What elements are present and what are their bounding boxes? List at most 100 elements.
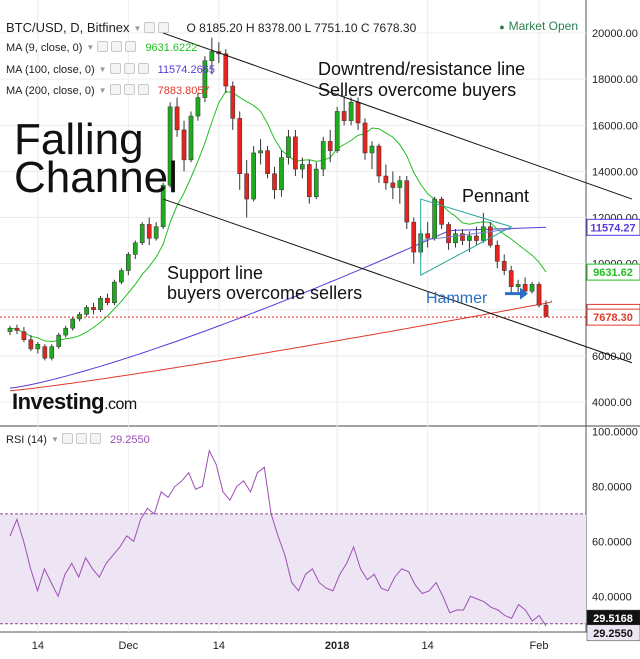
price-tick-label: 18000.00 <box>592 74 638 86</box>
ma200-value: 7883.8057 <box>157 85 210 97</box>
candle-down <box>28 339 34 350</box>
rsi-tick-label: 80.0000 <box>592 481 632 493</box>
eye-icon[interactable] <box>144 22 156 33</box>
candle-up <box>432 198 437 239</box>
candle-up <box>529 284 535 292</box>
price-label-box <box>586 263 640 281</box>
candle-down <box>174 106 180 131</box>
ma9-label: MA (9, close, 0) <box>6 42 83 54</box>
candle-down <box>362 122 368 154</box>
eye-icon[interactable] <box>109 84 121 95</box>
ma200-label: MA (200, close, 0) <box>6 85 95 97</box>
ma200-legend[interactable]: MA (200, close, 0) ▼ 7883.8057 <box>6 84 210 97</box>
candle-down <box>293 136 298 170</box>
chevron-down-icon[interactable]: ▼ <box>98 65 107 74</box>
settings-icon[interactable] <box>123 63 135 74</box>
market-status: ● Market Open <box>499 19 578 33</box>
settings-icon[interactable] <box>123 84 135 95</box>
candle-up <box>334 111 340 151</box>
candle-up <box>7 327 13 332</box>
rsi-value-box <box>586 624 640 642</box>
close-icon[interactable] <box>125 41 137 52</box>
price-label: 9631.62 <box>593 267 633 279</box>
settings-icon[interactable] <box>158 22 170 33</box>
candle-up <box>515 284 521 287</box>
rsi-tick-label: 60.0000 <box>592 536 632 548</box>
candle-up <box>286 136 291 158</box>
pennant-annotation: Pennant <box>462 186 530 206</box>
price-tick-label: 20000.00 <box>592 28 638 40</box>
candle-down <box>411 221 417 253</box>
settings-icon[interactable] <box>111 41 123 52</box>
candle-down <box>474 235 479 241</box>
ma100-legend[interactable]: MA (100, close, 0) ▼ 11574.2665 <box>6 63 215 76</box>
candle-up <box>453 233 458 244</box>
candle-up <box>369 145 375 154</box>
eye-icon[interactable] <box>61 433 73 444</box>
rsi-label: RSI (14) <box>6 434 47 446</box>
candle-down <box>439 198 444 225</box>
symbol-dropdown-icon[interactable]: ▼ <box>133 24 142 33</box>
candle-up <box>209 51 215 61</box>
candle-up <box>84 307 89 315</box>
candle-up <box>153 226 159 239</box>
candle-down <box>536 284 542 306</box>
time-tick-label: Feb <box>530 640 549 652</box>
candle-down <box>355 101 361 124</box>
candle-down <box>181 129 187 161</box>
support-annotation: Support line <box>167 263 264 283</box>
eye-icon[interactable] <box>109 63 121 74</box>
eye-icon[interactable] <box>97 41 109 52</box>
close-icon[interactable] <box>89 433 101 444</box>
chevron-down-icon[interactable]: ▼ <box>98 86 107 95</box>
rsi-band <box>0 513 586 624</box>
hammer-arrow-head <box>520 287 528 300</box>
rsi-tick-label: 40.0000 <box>592 591 632 603</box>
candle-down <box>425 233 431 239</box>
candle-up <box>49 346 55 359</box>
candle-up <box>125 254 131 271</box>
chevron-down-icon[interactable]: ▼ <box>50 435 59 444</box>
candle-down <box>390 182 396 188</box>
candle-up <box>132 242 138 255</box>
candle-up <box>119 270 124 283</box>
symbol-legend[interactable]: BTC/USD, D, Bitfinex ▼ O 8185.20 H 8378.0… <box>6 20 416 35</box>
pennant-triangle <box>420 198 513 276</box>
close-icon[interactable] <box>137 63 149 74</box>
ma9-legend[interactable]: MA (9, close, 0) ▼ 9631.6222 <box>6 41 197 54</box>
rsi-line <box>9 449 547 627</box>
time-tick-label: 14 <box>32 640 44 652</box>
time-tick-label: 14 <box>213 640 225 652</box>
market-status-label: Market Open <box>508 19 578 33</box>
investing-logo: Investing.com <box>12 389 137 414</box>
candle-up <box>251 152 256 200</box>
candle-down <box>230 85 236 119</box>
candle-up <box>195 97 201 117</box>
candle-down <box>376 145 382 177</box>
settings-icon[interactable] <box>75 433 87 444</box>
candle-up <box>467 235 472 241</box>
rsi-tick-label: 100.0000 <box>592 426 638 438</box>
close-icon[interactable] <box>137 84 149 95</box>
chevron-down-icon[interactable]: ▼ <box>86 43 95 52</box>
ma100-label: MA (100, close, 0) <box>6 64 95 76</box>
price-label-box <box>586 308 640 326</box>
price-label-box <box>586 218 640 236</box>
candle-up <box>397 180 403 188</box>
falling-annotation: Falling <box>14 115 144 164</box>
price-tick-label: 6000.00 <box>592 351 632 363</box>
candle-up <box>279 157 284 191</box>
candle-down <box>508 270 514 287</box>
buyers-annotation: buyers overcome sellers <box>167 283 363 303</box>
candle-up <box>98 297 103 310</box>
pennant-midline <box>420 228 512 242</box>
price-label: 7678.30 <box>593 312 633 324</box>
rsi-value: 29.2550 <box>109 434 150 446</box>
time-tick-label: Dec <box>119 640 139 652</box>
candle-up <box>112 281 117 304</box>
candle-up <box>202 60 208 98</box>
rsi-legend[interactable]: RSI (14) ▼ 29.2550 <box>6 433 150 446</box>
candle-up <box>313 168 319 197</box>
price-label: 11574.27 <box>590 222 635 234</box>
